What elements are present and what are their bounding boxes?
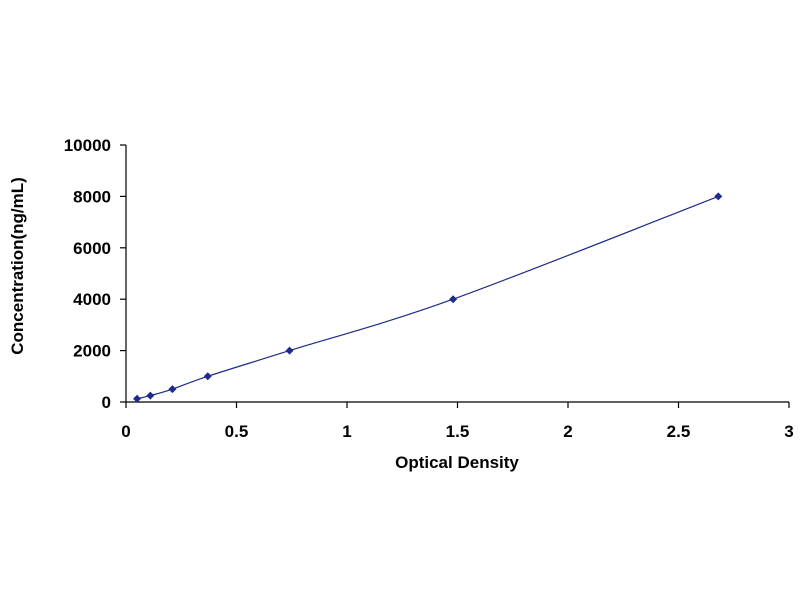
x-tick-label: 3 (784, 422, 793, 441)
x-tick-label: 1 (342, 422, 351, 441)
y-tick-labels: 0 2000 4000 6000 8000 10000 (64, 136, 111, 412)
y-tick-label: 6000 (73, 239, 111, 258)
x-tick-labels: 0 0.5 1 1.5 2 2.5 3 (121, 422, 793, 441)
y-axis-title: Concentration(ng/mL) (8, 177, 27, 355)
x-tick-label: 2 (563, 422, 572, 441)
x-tick-label: 0 (121, 422, 130, 441)
y-tick-label: 10000 (64, 136, 111, 155)
x-tick-label: 1.5 (446, 422, 470, 441)
axes (120, 144, 790, 408)
y-tick-label: 8000 (73, 187, 111, 206)
data-point (285, 346, 294, 355)
data-point (203, 372, 212, 381)
data-point (146, 391, 155, 400)
data-point (168, 385, 177, 394)
y-tick-label: 4000 (73, 290, 111, 309)
y-tick-label: 0 (102, 393, 111, 412)
data-point (714, 192, 723, 201)
data-markers (133, 192, 723, 403)
data-point (133, 394, 142, 403)
x-tick-label: 2.5 (667, 422, 691, 441)
fit-line (136, 195, 719, 400)
x-axis-title: Optical Density (395, 453, 519, 472)
y-tick-label: 2000 (73, 342, 111, 361)
data-point (449, 295, 458, 304)
x-tick-label: 0.5 (225, 422, 249, 441)
